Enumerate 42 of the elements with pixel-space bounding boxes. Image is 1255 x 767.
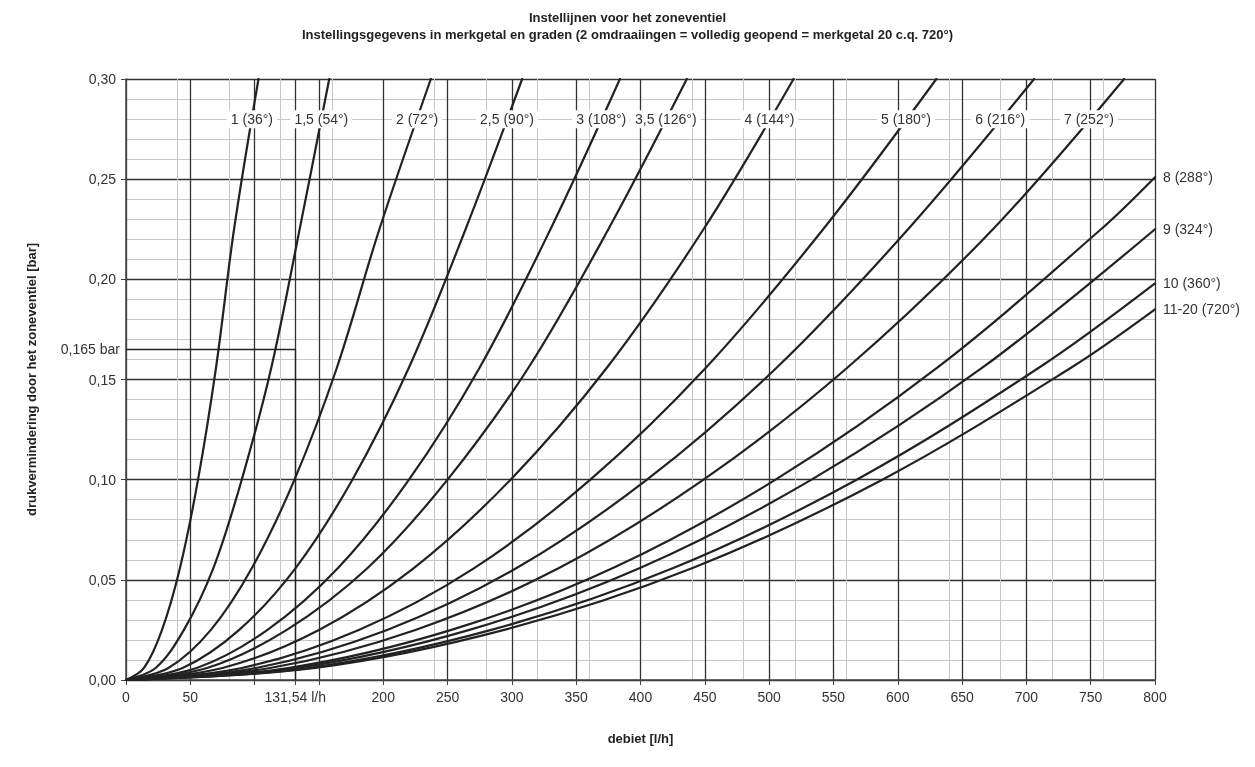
y-axis-title: drukvermindering door het zoneventiel [bar]	[24, 242, 39, 517]
x-tick-label: 450	[693, 689, 717, 705]
x-tick-label: 800	[1143, 689, 1167, 705]
series-label: 3 (108°)	[576, 111, 627, 128]
series-label: 10 (360°)	[1163, 275, 1221, 292]
x-tick-label: 350	[564, 689, 589, 705]
y-tick-label: 0,15	[88, 371, 117, 388]
x-tick-label: 500	[757, 689, 782, 705]
series-label: 8 (288°)	[1163, 169, 1213, 186]
ref-line-label: 0,165 bar	[60, 341, 121, 358]
x-tick-label: 50	[182, 689, 199, 705]
series-label: 4 (144°)	[744, 111, 795, 128]
x-axis-title: debiet [l/h]	[607, 731, 674, 746]
series-label: 11-20 (720°)	[1163, 301, 1240, 318]
series-label: 6 (216°)	[975, 111, 1026, 128]
y-tick-label: 0,05	[88, 571, 117, 588]
x-tick-label: 700	[1014, 689, 1039, 705]
x-tick-label: 400	[628, 689, 653, 705]
series-label: 1 (36°)	[230, 111, 274, 128]
y-tick-label: 0,00	[88, 672, 117, 688]
x-tick-label: 131,54 l/h	[264, 689, 326, 705]
series-label: 7 (252°)	[1063, 111, 1114, 128]
x-tick-label: 200	[371, 689, 396, 705]
y-tick-label: 0,25	[88, 171, 117, 188]
x-tick-label: 0	[122, 689, 131, 705]
series-label: 1,5 (54°)	[294, 111, 349, 128]
x-tick-label: 550	[821, 689, 846, 705]
chart-subtitle: Instellingsgegevens in merkgetal en graden (2 omdraaiingen = volledig geopend = merkgetal 20 c.q. 720°)	[301, 27, 954, 42]
y-tick-label: 0,20	[88, 271, 117, 288]
chart-title: Instellijnen voor het zoneventiel	[528, 10, 727, 25]
y-tick-label: 0,10	[88, 471, 117, 488]
x-tick-label: 650	[950, 689, 974, 705]
series-label: 5 (180°)	[881, 111, 931, 128]
series-label: 2,5 (90°)	[480, 111, 534, 128]
x-tick-label: 300	[500, 689, 524, 705]
series-label: 2 (72°)	[395, 111, 439, 128]
series-label: 3,5 (126°)	[634, 111, 697, 128]
x-tick-label: 250	[435, 689, 460, 705]
x-tick-label: 600	[886, 689, 910, 705]
series-label: 9 (324°)	[1163, 221, 1213, 238]
x-tick-label: 750	[1079, 689, 1103, 705]
y-tick-label: 0,30	[88, 71, 117, 87]
